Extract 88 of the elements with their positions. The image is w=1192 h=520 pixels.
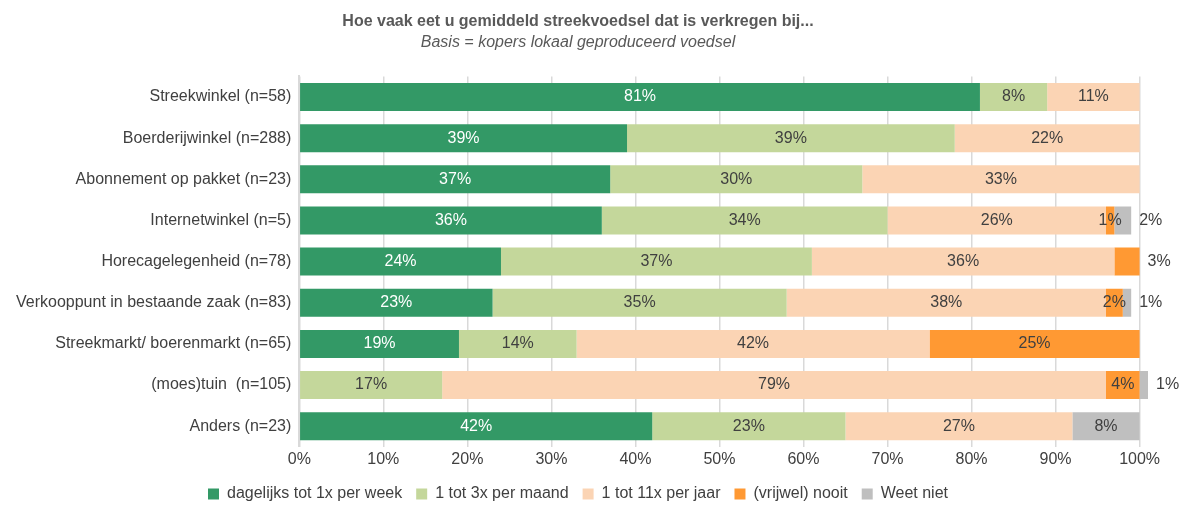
data-label: 11% xyxy=(1077,87,1109,105)
bar xyxy=(610,165,863,194)
bar xyxy=(601,206,888,235)
bar xyxy=(442,371,1106,400)
bar xyxy=(1072,412,1140,441)
bar xyxy=(979,82,1048,111)
x-tick-label: 0% xyxy=(287,449,311,467)
data-label: 30% xyxy=(720,169,753,187)
bar xyxy=(929,329,1140,358)
data-label: 35% xyxy=(623,293,656,311)
y-tick-label: Abonnement op pakket (n=23) xyxy=(75,169,292,187)
bar xyxy=(652,412,846,441)
data-label: 14% xyxy=(501,334,534,352)
legend-label: Weet niet xyxy=(880,484,949,502)
data-label: 1% xyxy=(1139,293,1163,311)
bar xyxy=(300,329,459,358)
x-tick-label: 60% xyxy=(787,449,820,467)
bar xyxy=(811,247,1115,276)
bar xyxy=(862,165,1140,194)
data-label: 33% xyxy=(984,169,1017,187)
bar xyxy=(300,288,493,317)
y-tick-label: Horecagelegenheid (n=78) xyxy=(101,252,292,270)
legend-label: dagelijks tot 1x per week xyxy=(226,484,404,502)
data-label: 79% xyxy=(758,375,791,393)
y-tick-label: Verkooppunt in bestaande zaak (n=83) xyxy=(16,293,292,311)
x-tick-label: 10% xyxy=(367,449,400,467)
data-label: 37% xyxy=(439,169,472,187)
y-tick-label: Anders (n=23) xyxy=(189,416,292,434)
data-label: 25% xyxy=(1018,334,1051,352)
bar xyxy=(627,124,955,153)
data-label: 22% xyxy=(1031,128,1064,146)
x-tick-label: 90% xyxy=(1039,449,1072,467)
x-tick-label: 20% xyxy=(451,449,484,467)
legend-label: (vrijwel) nooit xyxy=(753,484,849,502)
data-label: 34% xyxy=(728,210,761,228)
x-tick-label: 100% xyxy=(1119,449,1161,467)
bar xyxy=(300,206,602,235)
data-label: 38% xyxy=(930,293,963,311)
data-label: 8% xyxy=(1094,416,1118,434)
bar xyxy=(1139,371,1148,400)
data-label: 36% xyxy=(947,252,980,270)
bar xyxy=(1047,82,1140,111)
legend-label: 1 tot 3x per maand xyxy=(435,484,569,502)
bar xyxy=(1114,247,1140,276)
data-label: 27% xyxy=(942,416,975,434)
data-label: 2% xyxy=(1139,210,1163,228)
chart-subtitle: Basis = kopers lokaal geproduceerd voedsel xyxy=(420,33,736,51)
bar xyxy=(954,124,1140,153)
data-label: 24% xyxy=(384,252,417,270)
bar xyxy=(300,371,443,400)
bar xyxy=(300,412,653,441)
data-label: 42% xyxy=(460,416,493,434)
bar xyxy=(576,329,930,358)
legend-label: 1 tot 11x per jaar xyxy=(601,484,722,502)
data-label: 17% xyxy=(355,375,388,393)
x-tick-label: 30% xyxy=(535,449,568,467)
data-label: 23% xyxy=(732,416,765,434)
data-label: 37% xyxy=(640,252,673,270)
bar xyxy=(845,412,1073,441)
bar xyxy=(300,82,980,111)
x-tick-label: 50% xyxy=(703,449,736,467)
data-label: 81% xyxy=(623,87,657,105)
chart-title: Hoe vaak eet u gemiddeld streekvoedsel dat is verkregen bij... xyxy=(342,12,814,30)
data-label: 8% xyxy=(1001,87,1026,105)
x-tick-label: 40% xyxy=(619,449,652,467)
y-tick-label: Streekwinkel (n=58) xyxy=(149,87,292,105)
y-tick-label: Streekmarkt/ boerenmarkt (n=65) xyxy=(55,334,292,352)
bar xyxy=(458,329,577,358)
bar xyxy=(300,247,501,276)
y-tick-label: (moes)tuin (n=105) xyxy=(151,375,292,393)
data-label: 39% xyxy=(774,128,807,146)
data-label: 26% xyxy=(980,210,1013,228)
data-label: 36% xyxy=(434,210,467,228)
y-tick-label: Internetwinkel (n=5) xyxy=(150,210,292,228)
data-label: 4% xyxy=(1111,375,1135,393)
bar xyxy=(500,247,812,276)
data-label: 19% xyxy=(363,334,396,352)
x-tick-label: 70% xyxy=(871,449,904,467)
bar xyxy=(300,165,611,194)
bar xyxy=(300,124,628,153)
data-label: 39% xyxy=(447,128,480,146)
data-label: 42% xyxy=(737,334,770,352)
y-tick-label: Boerderijwinkel (n=288) xyxy=(122,128,292,146)
data-label: 3% xyxy=(1147,252,1171,270)
data-label: 23% xyxy=(380,293,413,311)
bar xyxy=(492,288,787,317)
x-tick-label: 80% xyxy=(955,449,988,467)
data-label: 1% xyxy=(1156,375,1180,393)
